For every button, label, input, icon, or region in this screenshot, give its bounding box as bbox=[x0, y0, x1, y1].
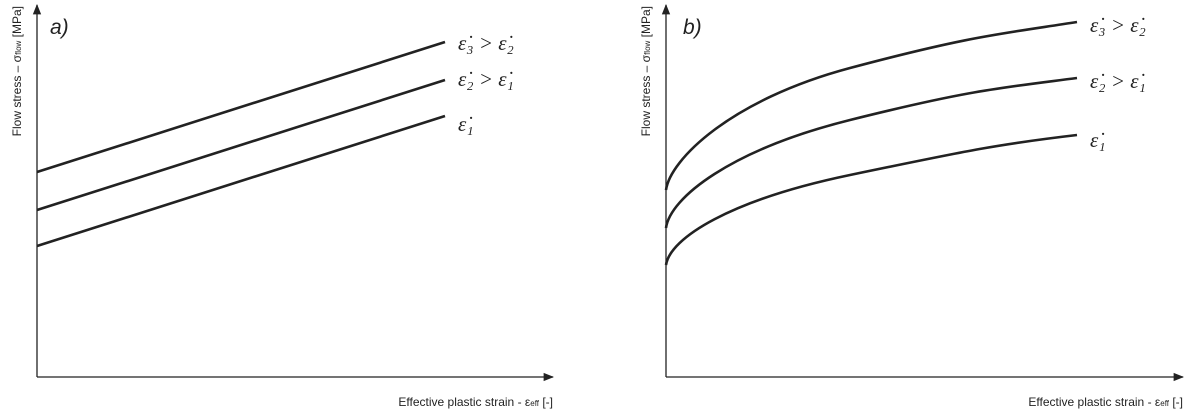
curve-label: ε̇₃ > ε̇₂ bbox=[1090, 13, 1146, 37]
curve-label: ε̇₂ > ε̇₁ bbox=[458, 67, 514, 91]
y-axis-label: Flow stress – σflow [MPa] bbox=[10, 6, 24, 136]
y-axis-label: Flow stress – σflow [MPa] bbox=[639, 6, 653, 136]
curve bbox=[664, 20, 1078, 191]
curve bbox=[36, 114, 446, 248]
curve bbox=[664, 76, 1078, 229]
curve bbox=[36, 40, 446, 174]
curve-label: ε̇₁ bbox=[458, 112, 474, 136]
curve bbox=[664, 133, 1078, 266]
x-axis-label: Effective plastic strain - εeff [-] bbox=[1028, 395, 1183, 409]
panel-label: a) bbox=[50, 16, 69, 39]
curve-label: ε̇₂ > ε̇₁ bbox=[1090, 69, 1146, 93]
panel-b: b) Flow stress – σflow [MPa] Effective p… bbox=[639, 3, 1185, 409]
curve-label: ε̇₃ > ε̇₂ bbox=[458, 31, 514, 55]
x-axis-label: Effective plastic strain - εeff [-] bbox=[398, 395, 553, 409]
curve bbox=[36, 78, 446, 212]
panel-a: a) Flow stress – σflow [MPa] Effective p… bbox=[10, 3, 555, 409]
curve-label: ε̇₁ bbox=[1090, 128, 1106, 152]
panel-label: b) bbox=[683, 16, 702, 39]
